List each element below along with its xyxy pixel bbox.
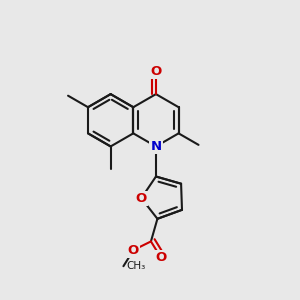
Text: N: N [150,140,161,153]
Text: O: O [128,244,139,256]
Text: CH₃: CH₃ [126,261,146,271]
Text: O: O [150,64,162,78]
Text: O: O [136,192,147,205]
Text: O: O [155,251,167,265]
